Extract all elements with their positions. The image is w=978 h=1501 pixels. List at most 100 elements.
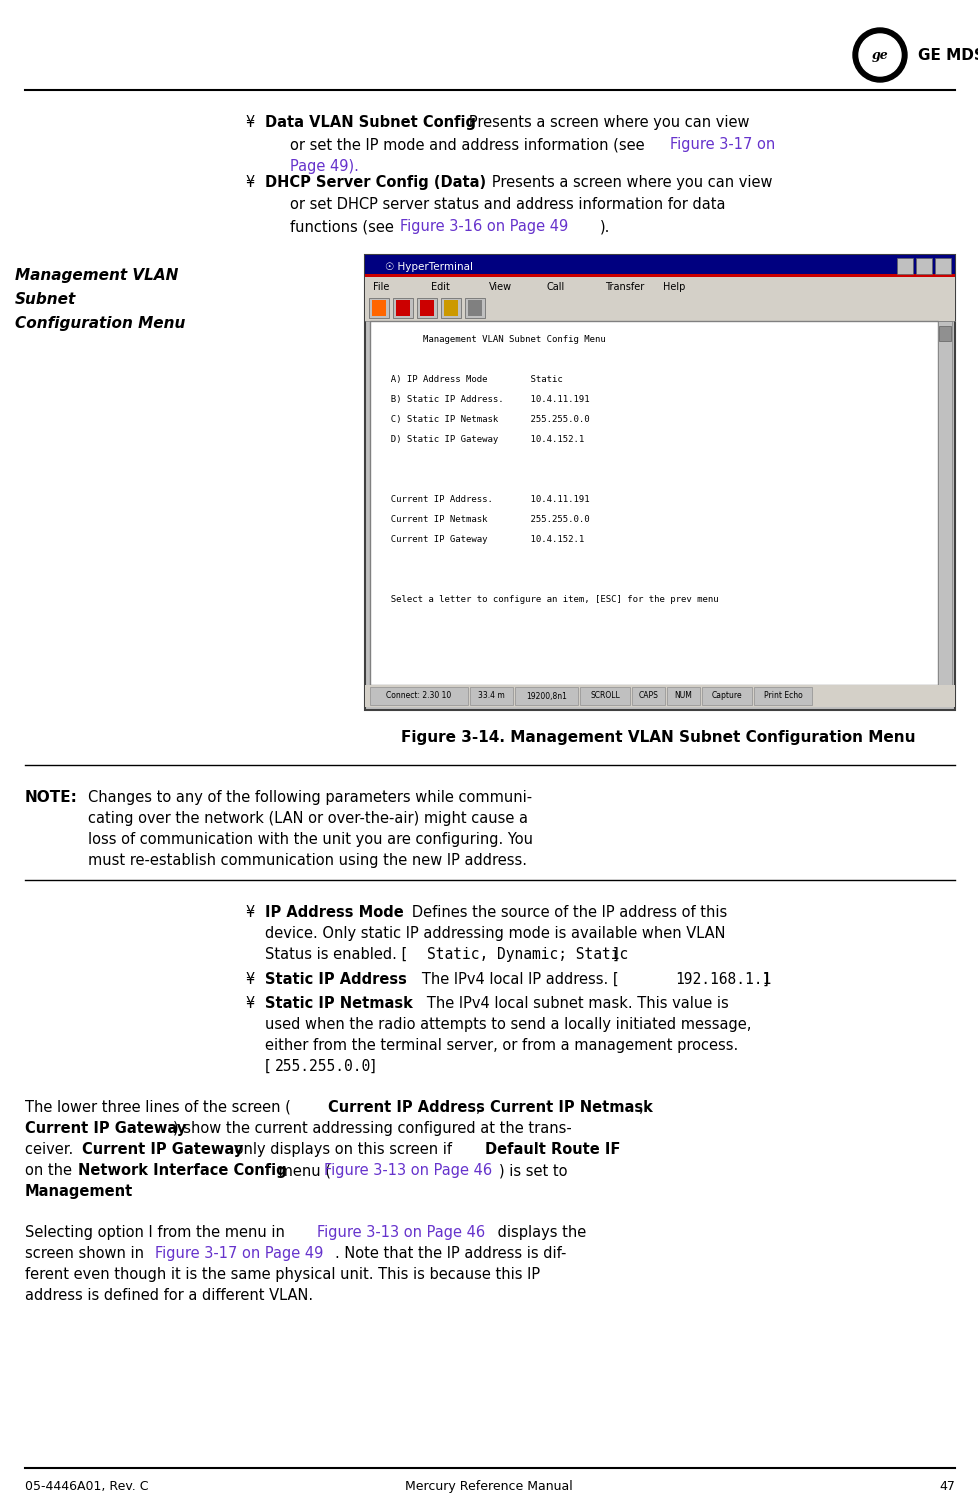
Text: device. Only static IP addressing mode is available when VLAN: device. Only static IP addressing mode i… — [265, 926, 725, 941]
Bar — [417, 299, 436, 318]
Text: ¥: ¥ — [244, 973, 254, 988]
Text: ceiver.: ceiver. — [25, 1142, 78, 1157]
Bar — [369, 299, 388, 318]
Bar — [938, 326, 950, 341]
Bar — [444, 300, 458, 317]
Bar — [365, 255, 954, 278]
Bar — [579, 687, 630, 705]
Text: ,: , — [639, 1100, 643, 1115]
Text: Capture: Capture — [711, 692, 741, 701]
Bar — [753, 687, 811, 705]
Text: ]: ] — [762, 973, 768, 988]
Text: ¥: ¥ — [244, 116, 254, 131]
Text: Current IP Gateway: Current IP Gateway — [25, 1121, 186, 1136]
Text: Default Route IF: Default Route IF — [484, 1142, 620, 1157]
Text: Current IP Gateway: Current IP Gateway — [82, 1142, 243, 1157]
Bar — [365, 278, 954, 296]
Text: C) Static IP Netmask      255.255.0.0: C) Static IP Netmask 255.255.0.0 — [379, 414, 589, 423]
Bar — [370, 321, 937, 684]
Text: 255.255.0.0: 255.255.0.0 — [275, 1060, 371, 1075]
Text: . Note that the IP address is dif-: . Note that the IP address is dif- — [334, 1246, 566, 1261]
Text: Current IP Address.       10.4.11.191: Current IP Address. 10.4.11.191 — [379, 495, 589, 504]
Text: ) is set to: ) is set to — [499, 1163, 567, 1178]
Text: SCROLL: SCROLL — [590, 692, 619, 701]
Text: displays the: displays the — [493, 1225, 586, 1240]
Text: The IPv4 local subnet mask. This value is: The IPv4 local subnet mask. This value i… — [413, 997, 728, 1012]
Text: Management: Management — [25, 1184, 133, 1199]
Text: or set the IP mode and address information (see: or set the IP mode and address informati… — [289, 137, 648, 152]
Text: Page 49).: Page 49). — [289, 159, 359, 174]
Bar — [365, 255, 954, 710]
Text: Management VLAN: Management VLAN — [15, 269, 178, 284]
Text: screen shown in: screen shown in — [25, 1246, 149, 1261]
Bar — [365, 684, 954, 707]
Bar — [701, 687, 751, 705]
Text: File: File — [373, 282, 389, 293]
Text: View: View — [488, 282, 511, 293]
Text: ]: ] — [370, 1060, 376, 1075]
Text: Connect: 2.30 10: Connect: 2.30 10 — [386, 692, 451, 701]
Text: Changes to any of the following parameters while communi-: Changes to any of the following paramete… — [88, 790, 532, 805]
Text: Figure 3-17 on: Figure 3-17 on — [669, 137, 775, 152]
Text: ¥: ¥ — [244, 997, 254, 1012]
Text: either from the terminal server, or from a management process.: either from the terminal server, or from… — [265, 1039, 737, 1054]
Text: GE MDS: GE MDS — [917, 48, 978, 63]
Text: only displays on this screen if: only displays on this screen if — [230, 1142, 456, 1157]
Text: CAPS: CAPS — [638, 692, 658, 701]
Text: ferent even though it is the same physical unit. This is because this IP: ferent even though it is the same physic… — [25, 1267, 540, 1282]
Text: Management VLAN Subnet Config Menu: Management VLAN Subnet Config Menu — [379, 335, 605, 344]
Text: ge: ge — [870, 48, 887, 62]
Text: ).: ). — [600, 219, 609, 234]
Text: menu (: menu ( — [274, 1163, 331, 1178]
Text: NOTE:: NOTE: — [25, 790, 78, 805]
Text: D) Static IP Gateway      10.4.152.1: D) Static IP Gateway 10.4.152.1 — [379, 435, 584, 444]
Text: 05-4446A01, Rev. C: 05-4446A01, Rev. C — [25, 1480, 149, 1493]
Text: Configuration Menu: Configuration Menu — [15, 317, 185, 332]
Text: Static, Dynamic; Static: Static, Dynamic; Static — [426, 947, 628, 962]
Text: Static IP Netmask: Static IP Netmask — [265, 997, 413, 1012]
Bar — [365, 275, 954, 278]
Text: Presents a screen where you can view: Presents a screen where you can view — [477, 176, 772, 191]
Circle shape — [852, 29, 906, 83]
Text: Figure 3-17 on Page 49: Figure 3-17 on Page 49 — [155, 1246, 323, 1261]
Bar — [392, 299, 413, 318]
Text: 192.168.1.1: 192.168.1.1 — [674, 973, 771, 988]
Bar — [896, 258, 912, 275]
Text: must re-establish communication using the new IP address.: must re-establish communication using th… — [88, 853, 526, 868]
Text: functions (see: functions (see — [289, 219, 398, 234]
Text: or set DHCP server status and address information for data: or set DHCP server status and address in… — [289, 197, 725, 212]
Text: Figure 3-13 on Page 46: Figure 3-13 on Page 46 — [324, 1163, 492, 1178]
Text: loss of communication with the unit you are configuring. You: loss of communication with the unit you … — [88, 832, 532, 847]
Bar — [372, 300, 385, 317]
Text: The lower three lines of the screen (: The lower three lines of the screen ( — [25, 1100, 290, 1115]
Text: ¥: ¥ — [244, 905, 254, 920]
Text: Figure 3-16 on Page 49: Figure 3-16 on Page 49 — [400, 219, 567, 234]
Text: Edit: Edit — [430, 282, 450, 293]
Text: ]: ] — [612, 947, 618, 962]
Text: Status is enabled. [: Status is enabled. [ — [265, 947, 407, 962]
Bar — [465, 299, 484, 318]
Bar — [915, 258, 931, 275]
Text: Call: Call — [547, 282, 564, 293]
Text: address is defined for a different VLAN.: address is defined for a different VLAN. — [25, 1288, 313, 1303]
Text: A) IP Address Mode        Static: A) IP Address Mode Static — [379, 375, 562, 384]
Text: Current IP Address: Current IP Address — [328, 1100, 484, 1115]
Text: Current IP Gateway        10.4.152.1: Current IP Gateway 10.4.152.1 — [379, 534, 584, 543]
Text: 47: 47 — [938, 1480, 954, 1493]
Text: Help: Help — [662, 282, 685, 293]
Bar — [666, 687, 699, 705]
Bar — [440, 299, 461, 318]
Text: ,: , — [475, 1100, 485, 1115]
Text: Figure 3-13 on Page 46: Figure 3-13 on Page 46 — [317, 1225, 485, 1240]
Text: Current IP Netmask        255.255.0.0: Current IP Netmask 255.255.0.0 — [379, 515, 589, 524]
Text: ) show the current addressing configured at the trans-: ) show the current addressing configured… — [173, 1121, 571, 1136]
Text: Print Echo: Print Echo — [763, 692, 802, 701]
Bar — [934, 258, 950, 275]
Bar — [514, 687, 577, 705]
Text: [: [ — [265, 1060, 271, 1075]
Text: Mercury Reference Manual: Mercury Reference Manual — [405, 1480, 572, 1493]
Bar — [365, 296, 954, 321]
Text: Figure 3-14. Management VLAN Subnet Configuration Menu: Figure 3-14. Management VLAN Subnet Conf… — [401, 729, 914, 744]
Text: Defines the source of the IP address of this: Defines the source of the IP address of … — [398, 905, 727, 920]
Bar — [395, 300, 410, 317]
